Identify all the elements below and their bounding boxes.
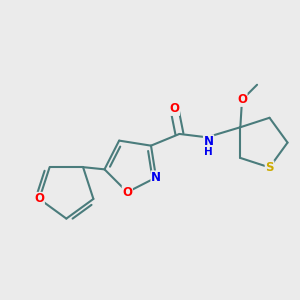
- Text: H: H: [204, 147, 213, 157]
- Text: O: O: [122, 186, 132, 199]
- Text: N: N: [203, 135, 214, 148]
- Text: N: N: [203, 135, 214, 148]
- Text: O: O: [169, 102, 179, 116]
- Text: N: N: [151, 171, 161, 184]
- Text: S: S: [265, 161, 274, 174]
- Text: O: O: [34, 192, 44, 206]
- Text: O: O: [237, 93, 247, 106]
